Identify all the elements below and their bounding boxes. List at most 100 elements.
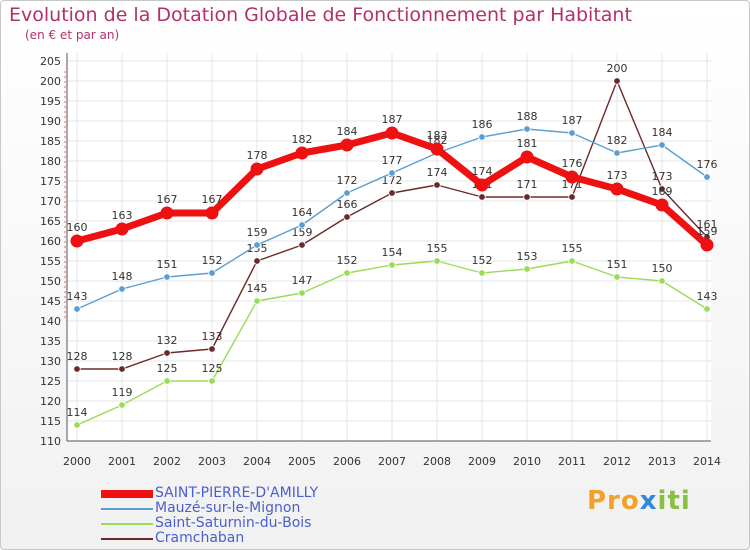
y-tick-label: 120	[40, 395, 61, 408]
y-tick-label: 115	[40, 415, 61, 428]
data-point	[118, 365, 126, 373]
y-tick-label: 155	[40, 255, 61, 268]
data-label: 176	[562, 157, 583, 170]
data-label: 151	[607, 258, 628, 271]
x-tick-label: 2002	[153, 455, 181, 468]
data-label: 152	[202, 254, 223, 267]
legend-swatch	[101, 523, 153, 525]
data-point	[115, 222, 129, 236]
data-label: 128	[67, 350, 88, 363]
y-tick-label: 125	[40, 375, 61, 388]
data-point	[658, 185, 666, 193]
legend-label: Mauzé-sur-le-Mignon	[155, 500, 301, 516]
y-tick-label: 160	[40, 235, 61, 248]
data-label: 181	[517, 137, 538, 150]
x-tick-label: 2008	[423, 455, 451, 468]
data-point	[658, 141, 666, 149]
y-tick-label: 170	[40, 195, 61, 208]
data-point	[433, 181, 441, 189]
data-point	[298, 241, 306, 249]
data-point	[163, 273, 171, 281]
data-point	[73, 421, 81, 429]
y-tick-label: 195	[40, 95, 61, 108]
data-label: 132	[157, 334, 178, 347]
data-point	[388, 189, 396, 197]
legend-swatch	[101, 538, 153, 540]
x-tick-label: 2009	[468, 455, 496, 468]
data-label: 152	[337, 254, 358, 267]
y-tick-label: 165	[40, 215, 61, 228]
plot-area	[67, 53, 711, 441]
legend-swatch	[101, 490, 153, 498]
x-tick-label: 2012	[603, 455, 631, 468]
data-point	[613, 273, 621, 281]
data-point	[478, 133, 486, 141]
data-point	[253, 241, 261, 249]
data-label: 125	[157, 362, 178, 375]
data-label: 114	[67, 406, 88, 419]
data-point	[208, 377, 216, 385]
data-label: 172	[382, 174, 403, 187]
data-label: 153	[517, 250, 538, 263]
data-point	[433, 257, 441, 265]
data-label: 145	[247, 282, 268, 295]
data-point	[343, 213, 351, 221]
y-tick-label: 135	[40, 335, 61, 348]
legend-label: SAINT-PIERRE-D'AMILLY	[155, 485, 319, 501]
data-label: 125	[202, 362, 223, 375]
data-point	[388, 169, 396, 177]
data-point	[478, 269, 486, 277]
data-label: 184	[652, 126, 673, 139]
data-point	[568, 193, 576, 201]
data-label: 155	[427, 242, 448, 255]
data-label: 151	[157, 258, 178, 271]
data-point	[343, 189, 351, 197]
data-point	[340, 138, 354, 152]
y-tick-label: 145	[40, 295, 61, 308]
x-tick-label: 2006	[333, 455, 361, 468]
data-point	[523, 265, 531, 273]
data-label: 174	[427, 166, 448, 179]
data-point	[208, 345, 216, 353]
y-tick-label: 190	[40, 115, 61, 128]
data-point	[298, 289, 306, 297]
data-point	[613, 149, 621, 157]
data-label: 173	[652, 170, 673, 183]
y-tick-label: 130	[40, 355, 61, 368]
x-tick-label: 2001	[108, 455, 136, 468]
data-point	[703, 173, 711, 181]
y-tick-label: 110	[40, 435, 61, 448]
data-label: 147	[292, 274, 313, 287]
x-tick-label: 2011	[558, 455, 586, 468]
data-label: 163	[112, 209, 133, 222]
data-label: 119	[112, 386, 133, 399]
data-point	[385, 126, 399, 140]
y-tick-label: 185	[40, 135, 61, 148]
data-point	[253, 257, 261, 265]
data-label: 167	[202, 193, 223, 206]
data-point	[118, 285, 126, 293]
data-label: 160	[67, 221, 88, 234]
data-point	[253, 297, 261, 305]
data-point	[655, 198, 669, 212]
data-point	[523, 125, 531, 133]
data-point	[73, 305, 81, 313]
data-point	[163, 349, 171, 357]
x-tick-label: 2010	[513, 455, 541, 468]
y-tick-label: 175	[40, 175, 61, 188]
data-label: 186	[472, 118, 493, 131]
data-point	[295, 146, 309, 160]
x-tick-label: 2013	[648, 455, 676, 468]
y-tick-label: 180	[40, 155, 61, 168]
data-label: 167	[157, 193, 178, 206]
y-tick-label: 205	[40, 55, 61, 68]
data-point	[343, 269, 351, 277]
data-point	[700, 238, 714, 252]
data-point	[250, 162, 264, 176]
data-point	[613, 77, 621, 85]
data-label: 166	[337, 198, 358, 211]
data-label: 159	[697, 225, 718, 238]
x-tick-label: 2014	[693, 455, 721, 468]
